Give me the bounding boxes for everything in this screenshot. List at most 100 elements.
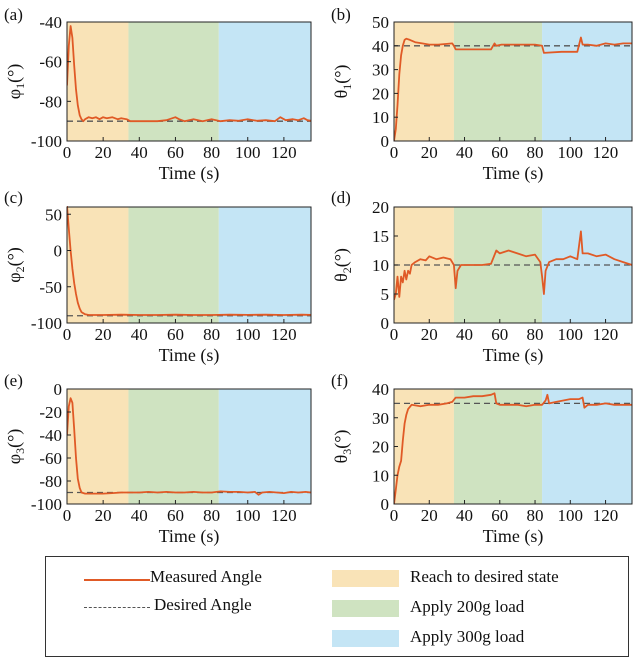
measured-angle-line <box>394 230 632 301</box>
axes-frame <box>66 21 312 142</box>
legend-reach-label: Reach to desired state <box>410 567 559 586</box>
x-tick-label: 80 <box>203 506 220 525</box>
y-axis-label: φ2(°) <box>4 247 27 283</box>
x-tick-label: 120 <box>271 506 297 525</box>
y-tick-label: -100 <box>31 495 62 514</box>
y-tick-label: 20 <box>372 438 389 457</box>
x-tick-label: 100 <box>558 325 584 344</box>
axes-frame <box>393 21 633 142</box>
y-tick-label: 0 <box>381 314 390 333</box>
y-tick-label: 10 <box>372 256 389 275</box>
x-axis-label: Time (s) <box>159 526 220 547</box>
x-tick-label: 40 <box>131 506 148 525</box>
legend-load200-swatch <box>332 600 399 617</box>
x-tick-label: 100 <box>235 506 261 525</box>
y-tick-label: 20 <box>372 198 389 217</box>
axes-frame <box>66 388 312 505</box>
x-tick-label: 20 <box>95 325 112 344</box>
x-axis-label: Time (s) <box>159 163 220 184</box>
panel-label: (b) <box>331 5 351 24</box>
y-tick-label: 40 <box>372 380 389 399</box>
panel-label: (c) <box>4 188 23 207</box>
panel-label: (a) <box>4 5 23 24</box>
legend-load300-swatch <box>332 630 399 647</box>
x-tick-label: 80 <box>203 325 220 344</box>
chart-panel-c: 0 20 40 60 80 100 120 50 0 -50 -100 Time (s) φ2(°) (c… <box>4 188 312 366</box>
x-tick-label: 120 <box>271 325 297 344</box>
x-tick-label: 60 <box>167 506 184 525</box>
x-tick-label: 60 <box>167 325 184 344</box>
y-tick-label: 50 <box>45 205 62 224</box>
y-tick-label: 10 <box>372 108 389 127</box>
y-tick-label: 40 <box>372 37 389 56</box>
phase-region-1 <box>394 22 454 141</box>
y-tick-label: 15 <box>372 227 389 246</box>
y-tick-label: 0 <box>54 380 63 399</box>
x-tick-label: 60 <box>167 143 184 162</box>
x-tick-label: 100 <box>558 506 584 525</box>
y-tick-label: 5 <box>381 285 390 304</box>
y-tick-label: -50 <box>39 278 62 297</box>
phase-region-2 <box>453 22 543 141</box>
phase-region-1 <box>394 389 454 504</box>
x-tick-label: 60 <box>491 325 508 344</box>
measured-angle-line <box>394 36 632 142</box>
x-tick-label: 0 <box>63 506 72 525</box>
x-tick-label: 80 <box>527 506 544 525</box>
x-axis-label: Time (s) <box>483 163 544 184</box>
legend-load300-label: Apply 300g load <box>410 627 525 646</box>
y-axis-label: φ3(°) <box>4 429 27 465</box>
measured-angle-line <box>67 397 311 496</box>
y-axis-label: θ3(°) <box>331 430 354 464</box>
x-tick-label: 80 <box>203 143 220 162</box>
x-axis-label: Time (s) <box>159 345 220 366</box>
phase-region-3 <box>218 207 311 323</box>
legend-measured-swatch <box>84 579 150 581</box>
x-tick-label: 20 <box>421 506 438 525</box>
y-tick-label: 0 <box>54 242 63 261</box>
y-tick-label: -60 <box>39 53 62 72</box>
x-tick-label: 40 <box>131 325 148 344</box>
y-tick-label: 10 <box>372 466 389 485</box>
panel-label: (e) <box>4 371 23 390</box>
x-tick-label: 0 <box>390 506 399 525</box>
chart-panel-e: 0 20 40 60 80 100 120 0 -20 -40 -60 -80 -100 Time (s)… <box>4 371 312 547</box>
x-tick-label: 40 <box>456 506 473 525</box>
y-tick-label: -40 <box>39 13 62 32</box>
phase-region-2 <box>453 389 543 504</box>
measured-angle-line <box>67 206 311 316</box>
x-tick-label: 0 <box>390 143 399 162</box>
x-tick-label: 20 <box>95 143 112 162</box>
y-tick-label: 0 <box>381 495 390 514</box>
x-axis-label: Time (s) <box>483 345 544 366</box>
legend-desired-swatch <box>84 607 150 608</box>
x-tick-label: 80 <box>527 143 544 162</box>
x-tick-label: 120 <box>593 143 619 162</box>
x-tick-label: 20 <box>421 325 438 344</box>
x-tick-label: 120 <box>271 143 297 162</box>
x-tick-label: 100 <box>235 143 261 162</box>
phase-region-3 <box>542 389 632 504</box>
x-tick-label: 0 <box>63 325 72 344</box>
x-tick-label: 0 <box>390 325 399 344</box>
panel-label: (d) <box>331 188 351 207</box>
x-tick-label: 60 <box>491 143 508 162</box>
y-tick-label: -80 <box>39 92 62 111</box>
measured-angle-line <box>394 392 632 505</box>
axes-frame <box>66 206 312 324</box>
measured-angle-line <box>67 25 311 123</box>
chart-panel-d: 0 20 40 60 80 100 120 0 5 10 15 20 Time (s) θ2(°) (d) <box>331 188 633 366</box>
y-tick-label: -60 <box>39 449 62 468</box>
x-tick-label: 40 <box>456 325 473 344</box>
x-tick-label: 40 <box>131 143 148 162</box>
phase-region-1 <box>67 389 129 504</box>
legend-desired-label: Desired Angle <box>154 595 252 614</box>
phase-region-2 <box>128 389 219 504</box>
x-tick-label: 20 <box>421 143 438 162</box>
legend-measured-label: Measured Angle <box>150 567 262 586</box>
phase-region-3 <box>218 22 311 141</box>
x-tick-label: 20 <box>95 506 112 525</box>
y-tick-label: -80 <box>39 472 62 491</box>
